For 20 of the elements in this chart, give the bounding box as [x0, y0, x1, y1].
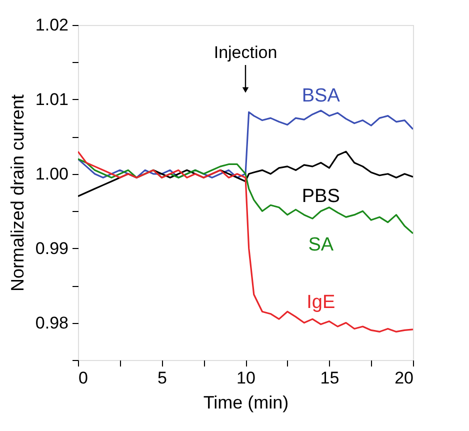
line-series [78, 158, 413, 234]
x-tick-label: 10 [236, 368, 256, 388]
y-tick-label: 0.99 [35, 238, 68, 258]
y-tick-label: 0.98 [35, 313, 68, 332]
series-label: PBS [302, 186, 340, 208]
y-tick-label: 1.01 [35, 90, 68, 109]
x-tick-label: 20 [394, 368, 414, 388]
x-axis-title: Time (min) [203, 392, 289, 412]
y-axis-title: Normalized drain current [7, 94, 28, 292]
x-tick-label: 0 [78, 368, 88, 388]
line-series [78, 150, 413, 333]
line-series [78, 110, 413, 178]
series-label: BSA [302, 86, 340, 107]
y-tick-label: 1.00 [35, 164, 68, 184]
y-tick-label: 1.02 [35, 16, 68, 34]
annotation: Injection [214, 43, 278, 62]
series-label: IgE [306, 292, 336, 313]
x-tick-label: 15 [320, 368, 340, 388]
x-tick-label: 5 [158, 368, 167, 388]
series-label: SA [308, 234, 334, 256]
